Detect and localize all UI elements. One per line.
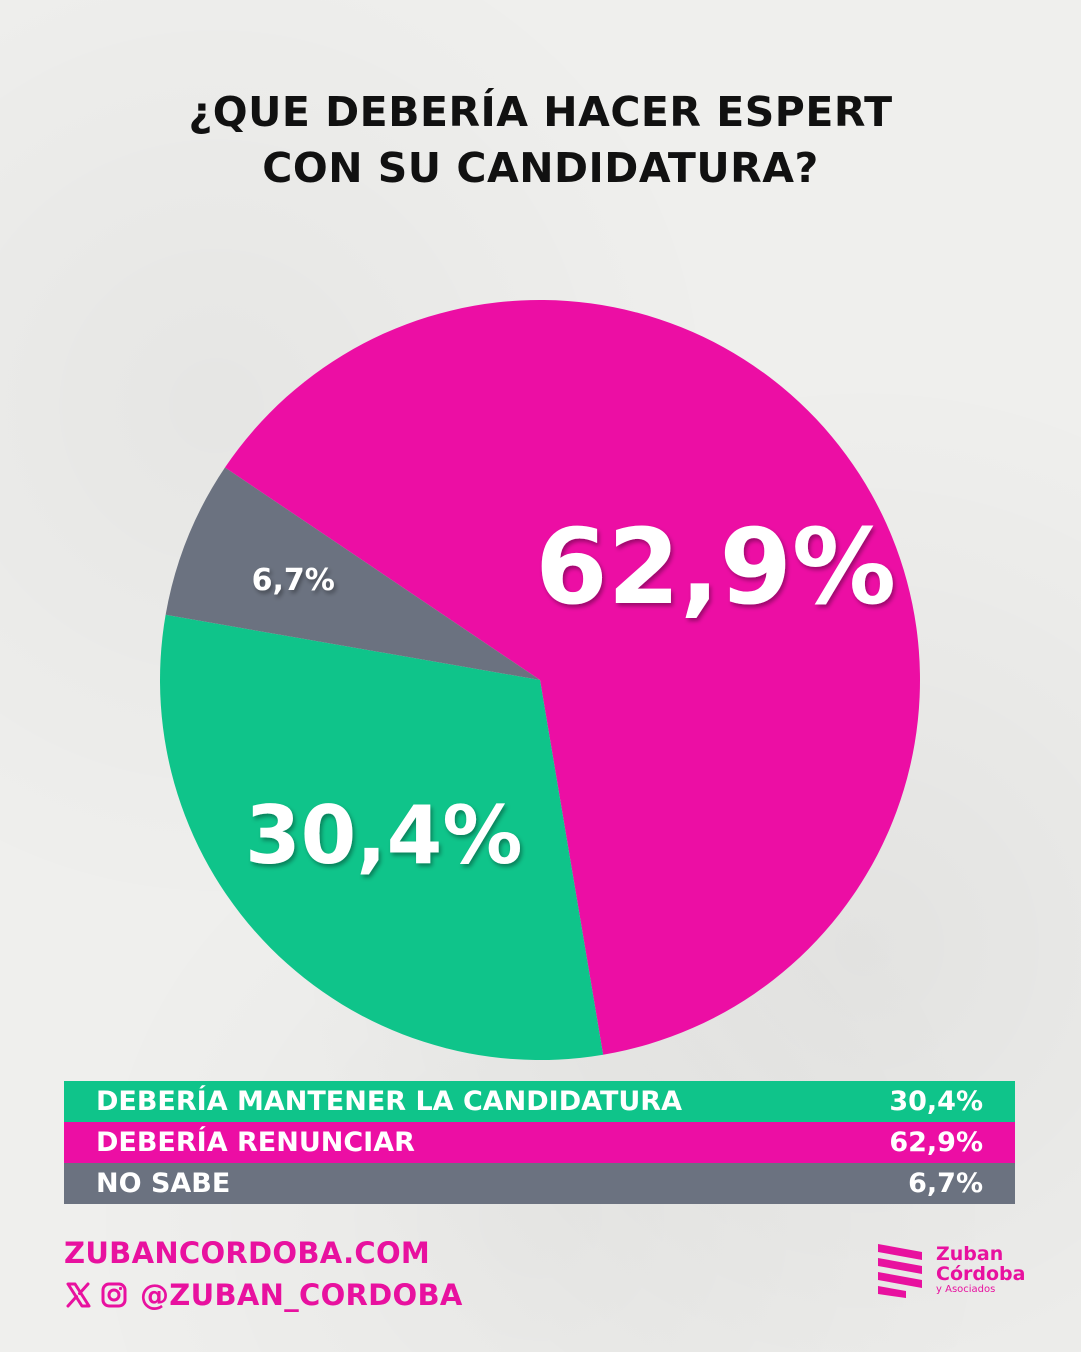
- pie-slice-renunciar: [224, 300, 920, 1055]
- brand-name-line-2: Córdoba: [936, 1263, 1026, 1285]
- footer-contact: ZUBANCORDOBA.COM @ZUBAN_CORDOBA: [64, 1236, 463, 1312]
- legend-value-mantener: 30,4%: [889, 1086, 983, 1117]
- instagram-icon[interactable]: [100, 1281, 128, 1309]
- legend-label-no-sabe: NO SABE: [96, 1168, 231, 1199]
- legend-label-renunciar: DEBERÍA RENUNCIAR: [96, 1127, 415, 1158]
- brand-name: Zuban Córdoba y Asociados: [936, 1244, 1025, 1296]
- pie-label-renunciar: 62,9%: [535, 506, 896, 628]
- chart-title-line-1: ¿QUE DEBERÍA HACER ESPERT: [188, 88, 893, 136]
- brand-logo: Zuban Córdoba y Asociados: [872, 1240, 1025, 1300]
- pie-slice-no-sabe: [165, 467, 540, 680]
- chart-title-line-2: CON SU CANDIDATURA?: [262, 144, 819, 192]
- legend-label-mantener: DEBERÍA MANTENER LA CANDIDATURA: [96, 1086, 682, 1117]
- pie-chart: 62,9% 30,4% 6,7%: [159, 300, 920, 1060]
- legend-value-renunciar: 62,9%: [889, 1127, 983, 1158]
- legend-row-renunciar: DEBERÍA RENUNCIAR 62,9%: [64, 1122, 1015, 1163]
- social-handle[interactable]: @ZUBAN_CORDOBA: [140, 1278, 463, 1312]
- pie-slice-mantener: [159, 614, 604, 1060]
- x-icon[interactable]: [64, 1281, 92, 1309]
- brand-name-line-3: y Asociados: [936, 1284, 996, 1295]
- legend-row-no-sabe: NO SABE 6,7%: [64, 1163, 1015, 1204]
- social-row: @ZUBAN_CORDOBA: [64, 1278, 463, 1312]
- zuban-logo-mark-icon: [878, 1244, 922, 1298]
- website-link[interactable]: ZUBANCORDOBA.COM: [64, 1236, 431, 1270]
- legend-row-mantener: DEBERÍA MANTENER LA CANDIDATURA 30,4%: [64, 1081, 1015, 1122]
- pie-label-mantener: 30,4%: [245, 789, 523, 882]
- chart-title: ¿QUE DEBERÍA HACER ESPERT CON SU CANDIDA…: [0, 84, 1081, 196]
- legend-value-no-sabe: 6,7%: [908, 1168, 983, 1199]
- brand-name-line-1: Zuban: [936, 1243, 1004, 1265]
- pie-label-no-sabe: 6,7%: [252, 563, 335, 598]
- legend: DEBERÍA MANTENER LA CANDIDATURA 30,4% DE…: [64, 1081, 1015, 1204]
